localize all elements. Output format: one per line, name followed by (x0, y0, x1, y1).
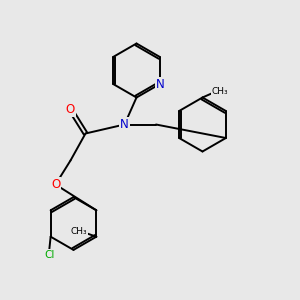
Text: CH₃: CH₃ (71, 227, 88, 236)
Text: N: N (155, 77, 164, 91)
Text: O: O (51, 178, 60, 191)
Text: CH₃: CH₃ (211, 87, 228, 96)
Text: Cl: Cl (44, 250, 54, 260)
Text: O: O (66, 103, 75, 116)
Text: N: N (120, 118, 129, 131)
